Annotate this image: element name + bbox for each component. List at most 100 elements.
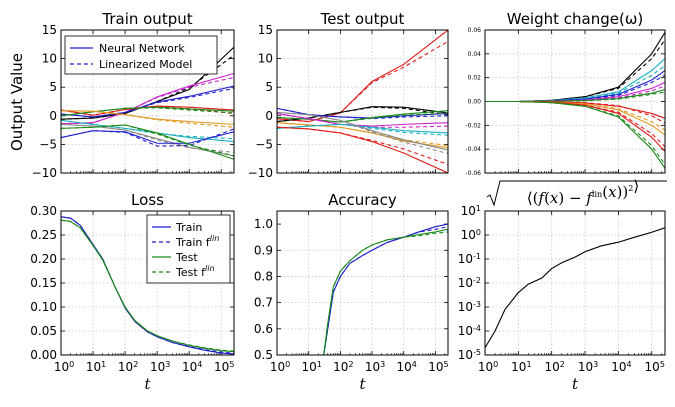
y-tick-label: 0	[265, 109, 273, 123]
plot-frame	[60, 210, 235, 356]
series-line-lin	[277, 111, 448, 155]
y-tick-label: 5	[49, 80, 57, 94]
x-axis-label: t	[572, 375, 579, 393]
y-tick-label: 10-5	[458, 348, 481, 363]
panel-train-output: −10 −5 0 5 10 15 Train output Neural Network Lin…	[32, 10, 235, 180]
series-line-lin	[485, 100, 665, 148]
y-tick-label: 0.15	[30, 276, 57, 290]
legend-box	[64, 35, 218, 75]
series-line-lin	[61, 110, 234, 128]
x-tick-label: 101	[301, 360, 321, 375]
series-line-nn	[61, 124, 234, 160]
y-tick-label: 0.30	[30, 204, 57, 218]
x-tick-label: 102	[118, 360, 138, 375]
y-tick-label: 15	[42, 23, 57, 37]
legend-label: Linearized Model	[99, 58, 192, 71]
panel-rmse: 100 101 102 103 104 105 10-5 10-4 10-3 10-2 10-1 10…	[458, 177, 667, 393]
series-group	[61, 216, 234, 355]
series-line-lin	[61, 119, 234, 140]
legend-label: Train flin	[175, 234, 219, 249]
panel-weight-change: -0.06 -0.04 -0.02 0.00 0.02 0.04 0.06 Weight ch…	[465, 10, 666, 177]
y-tick-label: 0.00	[468, 99, 482, 106]
panel-title: Accuracy	[328, 191, 397, 209]
panel-loss: 100 101 102 103 104 105 0.00 0.05 0.10 0.15 0.20 0.…	[30, 191, 235, 393]
y-tick-label: 0.20	[30, 252, 57, 266]
y-tick-label: 0.5	[254, 348, 273, 362]
x-tick-label: 100	[54, 360, 74, 375]
series-line-nn	[61, 72, 234, 125]
panel-title: Train output	[101, 10, 192, 28]
series-line-nn	[485, 100, 665, 136]
series-line	[61, 219, 234, 352]
panel-title: ⟨(f(x) − flin(x))2⟩	[527, 177, 639, 207]
series-line-lin	[277, 107, 448, 120]
x-tick-label: 104	[611, 360, 631, 375]
x-tick-label: 103	[578, 360, 598, 375]
y-tick-label: 10-2	[458, 276, 481, 291]
plot-frame	[276, 210, 449, 356]
y-tick-label: -0.04	[465, 146, 481, 153]
y-tick-label: 0.25	[30, 228, 57, 242]
series-line	[323, 231, 448, 355]
series-line-lin	[277, 40, 448, 123]
plot-frame	[484, 29, 666, 174]
x-tick-label: 104	[397, 360, 417, 375]
legend-label: Test flin	[175, 264, 215, 279]
series-line-lin	[61, 124, 234, 157]
y-tick-label: 0.04	[468, 51, 482, 58]
series-line-lin	[485, 74, 665, 103]
y-tick-label: 100	[461, 228, 481, 243]
x-tick-label: 102	[333, 360, 353, 375]
y-tick-label: -0.02	[465, 122, 481, 129]
legend-label: Train	[175, 221, 202, 234]
series-line-nn	[485, 70, 665, 103]
y-tick-label: 0.8	[254, 269, 273, 283]
series-line-lin	[277, 126, 448, 165]
series-line	[61, 216, 234, 354]
x-tick-label: 105	[645, 360, 665, 375]
y-tick-label: 101	[461, 204, 481, 219]
series-group	[323, 223, 448, 355]
series-line-lin	[277, 112, 448, 123]
plot-frame	[276, 29, 449, 174]
y-tick-label: 0.9	[254, 243, 273, 257]
series-line-lin	[61, 76, 234, 125]
y-tick-label: 0.05	[30, 324, 57, 338]
y-tick-label: 10	[258, 52, 273, 66]
series-line-lin	[277, 122, 448, 147]
x-tick-label: 105	[214, 360, 234, 375]
series-line-nn	[61, 85, 234, 118]
series-line	[323, 223, 448, 355]
y-tick-label: 0.06	[468, 27, 482, 34]
y-tick-label: 0.6	[254, 322, 273, 336]
series-line	[485, 227, 665, 349]
x-axis-label: t	[144, 375, 151, 393]
series-line-lin	[277, 106, 448, 123]
legend-label: Neural Network	[99, 42, 185, 55]
series-group	[485, 227, 665, 349]
series-line-nn	[61, 130, 234, 144]
panel-title: Weight change(ω)	[507, 10, 644, 28]
panel-title: Test output	[320, 10, 405, 28]
y-tick-label: 0.00	[30, 348, 57, 362]
plot-frame	[484, 210, 666, 356]
series-line-lin	[485, 100, 665, 165]
series-line-lin	[485, 100, 665, 124]
series-line	[323, 226, 448, 355]
x-tick-label: 101	[511, 360, 531, 375]
y-tick-label: -0.06	[465, 170, 481, 177]
y-tick-label: −5	[255, 137, 273, 151]
series-line-nn	[485, 100, 665, 152]
legend-label: Test	[175, 251, 198, 264]
series-line-lin	[61, 107, 234, 117]
panel-accuracy: 100 101 102 103 104 105 0.5 0.6 0.7 0.8 0.9 1.0 Accu…	[254, 191, 449, 393]
y-tick-label: 15	[258, 23, 273, 37]
y-tick-label: 5	[265, 80, 273, 94]
y-tick-label: 1.0	[254, 217, 273, 231]
x-tick-label: 102	[545, 360, 565, 375]
y-axis-label: Output Value	[8, 53, 26, 151]
y-tick-label: 10-3	[458, 300, 481, 315]
x-axis-label: t	[359, 375, 366, 393]
series-line-nn	[277, 30, 448, 123]
series-line-nn	[485, 100, 665, 169]
